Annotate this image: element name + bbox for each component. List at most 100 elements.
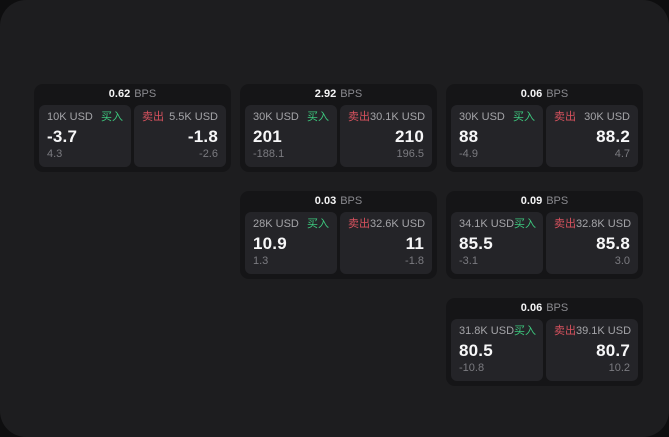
buy-pane-top: 30K USD 买入	[459, 111, 535, 124]
card-panes: 30K USD 买入 201 -188.1 卖出 30.1K USD 210 1…	[245, 105, 432, 167]
card-header: 0.06 BPS	[451, 298, 638, 319]
sell-pane-top: 卖出 30K USD	[554, 111, 630, 124]
sell-side-label: 卖出	[554, 111, 576, 123]
bps-value: 0.06	[520, 302, 543, 314]
quote-card: 0.06 BPS 30K USD 买入 88 -4.9 卖出 30K USD 8…	[446, 84, 643, 172]
buy-pane[interactable]: 31.8K USD 买入 80.5 -10.8	[451, 319, 543, 381]
buy-change: -188.1	[253, 148, 285, 160]
buy-change: 4.3	[47, 148, 63, 160]
bps-value: 0.62	[108, 88, 131, 100]
card-panes: 30K USD 买入 88 -4.9 卖出 30K USD 88.2 4.7	[451, 105, 638, 167]
buy-side-label: 买入	[513, 111, 535, 123]
bps-value: 0.09	[520, 195, 543, 207]
buy-change: -4.9	[459, 148, 478, 160]
buy-pane-top: 31.8K USD 买入	[459, 325, 537, 338]
buy-pane[interactable]: 30K USD 买入 201 -188.1	[245, 105, 337, 167]
sell-pane[interactable]: 卖出 32.8K USD 85.8 3.0	[546, 212, 638, 274]
sell-price: 85.8	[596, 234, 630, 253]
quote-card: 0.06 BPS 31.8K USD 买入 80.5 -10.8 卖出 39.1…	[446, 298, 643, 386]
sell-pane[interactable]: 卖出 30.1K USD 210 196.5	[340, 105, 432, 167]
sell-pane[interactable]: 卖出 30K USD 88.2 4.7	[546, 105, 638, 167]
quote-card: 2.92 BPS 30K USD 买入 201 -188.1 卖出 30.1K …	[240, 84, 437, 172]
quote-cards-grid: 0.62 BPS 10K USD 买入 -3.7 4.3 卖出 5.5K USD…	[34, 84, 643, 386]
bps-unit-label: BPS	[340, 88, 363, 100]
card-panes: 28K USD 买入 10.9 1.3 卖出 32.6K USD 11 -1.8	[245, 212, 432, 274]
buy-price: -3.7	[47, 127, 78, 146]
bps-unit-label: BPS	[546, 88, 569, 100]
sell-side-label: 卖出	[554, 325, 576, 337]
bps-unit-label: BPS	[134, 88, 157, 100]
sell-pane-top: 卖出 39.1K USD	[554, 325, 632, 338]
sell-pane-top: 卖出 5.5K USD	[142, 111, 218, 124]
sell-pane[interactable]: 卖出 32.6K USD 11 -1.8	[340, 212, 432, 274]
sell-pane[interactable]: 卖出 5.5K USD -1.8 -2.6	[134, 105, 226, 167]
card-panes: 31.8K USD 买入 80.5 -10.8 卖出 39.1K USD 80.…	[451, 319, 638, 381]
sell-price: -1.8	[187, 127, 218, 146]
sell-amount: 32.8K USD	[576, 218, 632, 230]
buy-pane[interactable]: 34.1K USD 买入 85.5 -3.1	[451, 212, 543, 274]
buy-pane-top: 10K USD 买入	[47, 111, 123, 124]
sell-amount: 32.6K USD	[370, 218, 426, 230]
buy-price: 80.5	[459, 341, 493, 360]
sell-price: 210	[395, 127, 424, 146]
buy-pane[interactable]: 30K USD 买入 88 -4.9	[451, 105, 543, 167]
buy-amount: 30K USD	[459, 111, 505, 123]
quote-card: 0.03 BPS 28K USD 买入 10.9 1.3 卖出 32.6K US…	[240, 191, 437, 279]
sell-change: 4.7	[614, 148, 630, 160]
buy-side-label: 买入	[307, 218, 329, 230]
buy-change: 1.3	[253, 255, 269, 267]
sell-side-label: 卖出	[348, 111, 370, 123]
sell-change: 196.5	[396, 148, 424, 160]
buy-amount: 10K USD	[47, 111, 93, 123]
sell-amount: 30K USD	[584, 111, 630, 123]
buy-pane-top: 34.1K USD 买入	[459, 218, 537, 231]
buy-price: 85.5	[459, 234, 493, 253]
bps-value: 0.06	[520, 88, 543, 100]
sell-side-label: 卖出	[554, 218, 576, 230]
quote-card: 0.09 BPS 34.1K USD 买入 85.5 -3.1 卖出 32.8K…	[446, 191, 643, 279]
bps-value: 2.92	[314, 88, 337, 100]
sell-pane-top: 卖出 32.6K USD	[348, 218, 426, 231]
card-header: 0.09 BPS	[451, 191, 638, 212]
sell-change: -2.6	[199, 148, 218, 160]
bps-unit-label: BPS	[546, 302, 569, 314]
buy-price: 88	[459, 127, 479, 146]
buy-amount: 34.1K USD	[459, 218, 515, 230]
buy-pane-top: 30K USD 买入	[253, 111, 329, 124]
sell-pane-top: 卖出 30.1K USD	[348, 111, 426, 124]
sell-price: 88.2	[596, 127, 630, 146]
card-header: 2.92 BPS	[245, 84, 432, 105]
sell-change: 3.0	[614, 255, 630, 267]
buy-side-label: 买入	[514, 325, 537, 337]
bps-unit-label: BPS	[546, 195, 569, 207]
buy-pane[interactable]: 28K USD 买入 10.9 1.3	[245, 212, 337, 274]
sell-amount: 5.5K USD	[169, 111, 218, 123]
buy-side-label: 买入	[514, 218, 537, 230]
sell-amount: 30.1K USD	[370, 111, 426, 123]
sell-change: 10.2	[608, 362, 630, 374]
sell-price: 80.7	[596, 341, 630, 360]
buy-side-label: 买入	[307, 111, 329, 123]
sell-price: 11	[405, 234, 424, 253]
bps-unit-label: BPS	[340, 195, 363, 207]
sell-amount: 39.1K USD	[576, 325, 632, 337]
bps-value: 0.03	[314, 195, 337, 207]
buy-pane[interactable]: 10K USD 买入 -3.7 4.3	[39, 105, 131, 167]
buy-amount: 30K USD	[253, 111, 299, 123]
sell-side-label: 卖出	[142, 111, 164, 123]
sell-change: -1.8	[405, 255, 424, 267]
card-panes: 34.1K USD 买入 85.5 -3.1 卖出 32.8K USD 85.8…	[451, 212, 638, 274]
card-panes: 10K USD 买入 -3.7 4.3 卖出 5.5K USD -1.8 -2.…	[39, 105, 226, 167]
buy-price: 10.9	[253, 234, 287, 253]
card-header: 0.03 BPS	[245, 191, 432, 212]
buy-change: -10.8	[459, 362, 485, 374]
buy-price: 201	[253, 127, 282, 146]
sell-pane[interactable]: 卖出 39.1K USD 80.7 10.2	[546, 319, 638, 381]
buy-pane-top: 28K USD 买入	[253, 218, 329, 231]
buy-amount: 28K USD	[253, 218, 299, 230]
buy-side-label: 买入	[101, 111, 123, 123]
quote-card: 0.62 BPS 10K USD 买入 -3.7 4.3 卖出 5.5K USD…	[34, 84, 231, 172]
card-header: 0.06 BPS	[451, 84, 638, 105]
